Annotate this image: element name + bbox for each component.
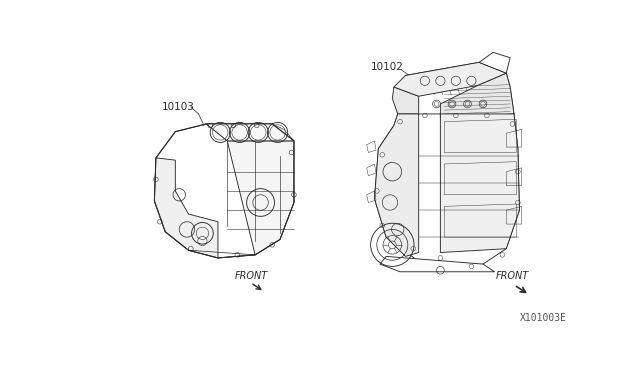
Polygon shape bbox=[206, 124, 294, 141]
Polygon shape bbox=[479, 52, 510, 73]
Polygon shape bbox=[154, 158, 218, 258]
Polygon shape bbox=[380, 256, 495, 272]
Polygon shape bbox=[394, 62, 514, 118]
Polygon shape bbox=[154, 124, 294, 258]
Polygon shape bbox=[440, 114, 520, 253]
Text: FRONT: FRONT bbox=[496, 272, 529, 282]
Text: FRONT: FRONT bbox=[235, 272, 268, 282]
Polygon shape bbox=[440, 73, 514, 118]
Polygon shape bbox=[227, 141, 294, 255]
Text: 10102: 10102 bbox=[371, 62, 403, 72]
Polygon shape bbox=[394, 62, 506, 96]
Polygon shape bbox=[374, 114, 419, 256]
Polygon shape bbox=[374, 114, 520, 270]
Text: 10103: 10103 bbox=[162, 102, 195, 112]
Text: X101003E: X101003E bbox=[520, 313, 566, 323]
Polygon shape bbox=[392, 87, 419, 114]
